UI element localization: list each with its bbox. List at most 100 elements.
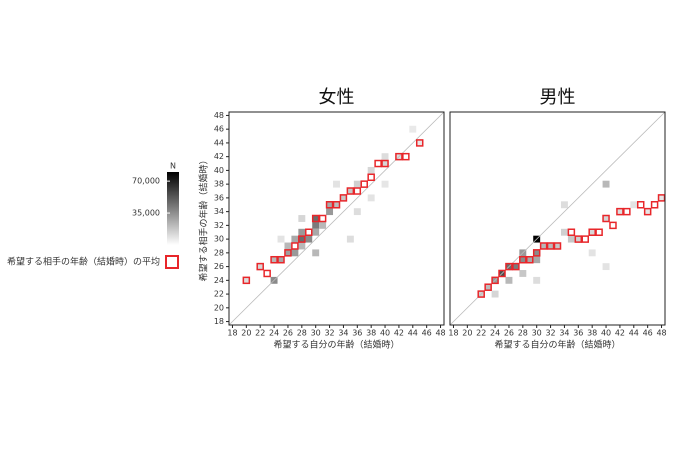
average-marker <box>353 187 362 195</box>
x-tick-label: 20 <box>462 329 472 338</box>
average-marker <box>339 194 348 202</box>
heat-cell <box>588 249 596 257</box>
panel-title: 女性 <box>319 87 355 108</box>
heat-cell <box>319 221 327 229</box>
x-tick-label: 48 <box>656 329 666 338</box>
heat-cell <box>312 228 320 236</box>
y-tick-label: 46 <box>214 125 224 134</box>
heat-cell <box>312 215 320 222</box>
heat-cell <box>533 276 541 284</box>
heat-cell <box>602 263 610 271</box>
x-axis-label: 希望する自分の年齢（結婚時） <box>494 339 620 351</box>
heat-cell <box>326 208 334 216</box>
average-marker <box>367 173 375 182</box>
heat-cell <box>505 276 513 284</box>
heat-cell <box>526 256 534 264</box>
heat-cell <box>277 235 285 243</box>
heat-cell <box>658 194 665 202</box>
average-marker <box>395 152 403 161</box>
average-marker <box>567 228 576 236</box>
heat-cell <box>602 180 610 188</box>
heat-cell <box>305 235 313 243</box>
heat-cell <box>416 139 424 147</box>
heat-cell <box>353 180 361 188</box>
y-tick-label: 24 <box>214 276 224 285</box>
heat-cell <box>277 256 285 264</box>
x-tick-label: 32 <box>324 329 334 338</box>
heat-cell <box>519 256 527 264</box>
average-marker <box>270 255 278 264</box>
average-marker <box>595 228 603 236</box>
average-marker <box>526 255 534 264</box>
y-tick-label: 40 <box>214 166 224 175</box>
x-tick-label: 36 <box>352 329 362 338</box>
average-legend-label: 希望する相手の年齢（結婚時）の平均 <box>7 256 160 268</box>
x-tick-label: 22 <box>476 329 486 338</box>
heat-cell <box>491 290 499 298</box>
x-tick-label: 32 <box>545 329 555 338</box>
x-tick-label: 38 <box>587 329 597 338</box>
average-marker <box>539 242 548 250</box>
x-tick-label: 24 <box>490 329 500 338</box>
y-tick-label: 30 <box>214 235 224 244</box>
heat-cell <box>519 270 527 277</box>
heat-cell <box>540 242 548 250</box>
average-marker <box>616 207 624 216</box>
x-axis-label: 希望する自分の年齢（結婚時） <box>273 339 399 351</box>
heat-cell <box>381 153 389 161</box>
heat-cell <box>616 208 624 216</box>
panel-frame <box>449 111 666 326</box>
heat-cell <box>381 160 389 167</box>
x-tick-label: 36 <box>573 329 583 338</box>
heat-cell <box>312 249 320 257</box>
y-tick-label: 32 <box>214 221 224 230</box>
average-marker <box>374 159 382 168</box>
x-tick-label: 18 <box>448 329 458 338</box>
heat-cell <box>512 263 520 271</box>
average-marker <box>325 201 334 209</box>
colorbar-tick-label: 70,000 <box>132 177 160 186</box>
y-tick-label: 38 <box>214 180 224 189</box>
panel-title: 男性 <box>540 87 576 108</box>
heat-cell <box>242 276 250 284</box>
heat-cell <box>644 208 652 216</box>
y-tick-label: 20 <box>214 303 224 312</box>
average-marker <box>415 139 424 147</box>
average-marker <box>636 201 645 209</box>
heat-cell <box>602 215 610 222</box>
x-tick-label: 46 <box>643 329 653 338</box>
y-tick-label: 42 <box>214 152 224 161</box>
colorbar <box>167 172 179 245</box>
average-marker <box>332 201 341 209</box>
y-tick-label: 36 <box>214 193 224 202</box>
average-marker <box>574 235 583 243</box>
average-marker <box>553 242 562 250</box>
heat-cell <box>312 221 320 229</box>
average-legend-marker <box>165 255 179 269</box>
average-marker <box>263 269 271 278</box>
heat-cell <box>381 180 389 188</box>
x-tick-label: 42 <box>394 329 404 338</box>
average-marker <box>609 221 617 230</box>
average-marker <box>519 255 527 264</box>
heat-cell <box>326 201 334 209</box>
average-marker <box>360 180 368 188</box>
x-tick-label: 48 <box>435 329 445 338</box>
average-marker <box>305 228 313 236</box>
x-tick-label: 40 <box>601 329 611 338</box>
x-tick-label: 42 <box>615 329 625 338</box>
average-marker <box>346 187 355 195</box>
heat-cell <box>284 242 292 250</box>
x-tick-label: 46 <box>422 329 432 338</box>
x-tick-label: 38 <box>366 329 376 338</box>
average-marker <box>318 214 327 223</box>
x-tick-label: 34 <box>338 329 348 338</box>
colorbar-title: N <box>170 162 176 171</box>
average-marker <box>512 262 520 271</box>
colorbar-tick-label: 35,000 <box>132 209 160 218</box>
heat-cell <box>256 263 264 271</box>
x-tick-label: 28 <box>518 329 528 338</box>
y-tick-label: 44 <box>214 138 224 147</box>
average-marker <box>532 249 541 257</box>
average-marker <box>477 290 485 298</box>
